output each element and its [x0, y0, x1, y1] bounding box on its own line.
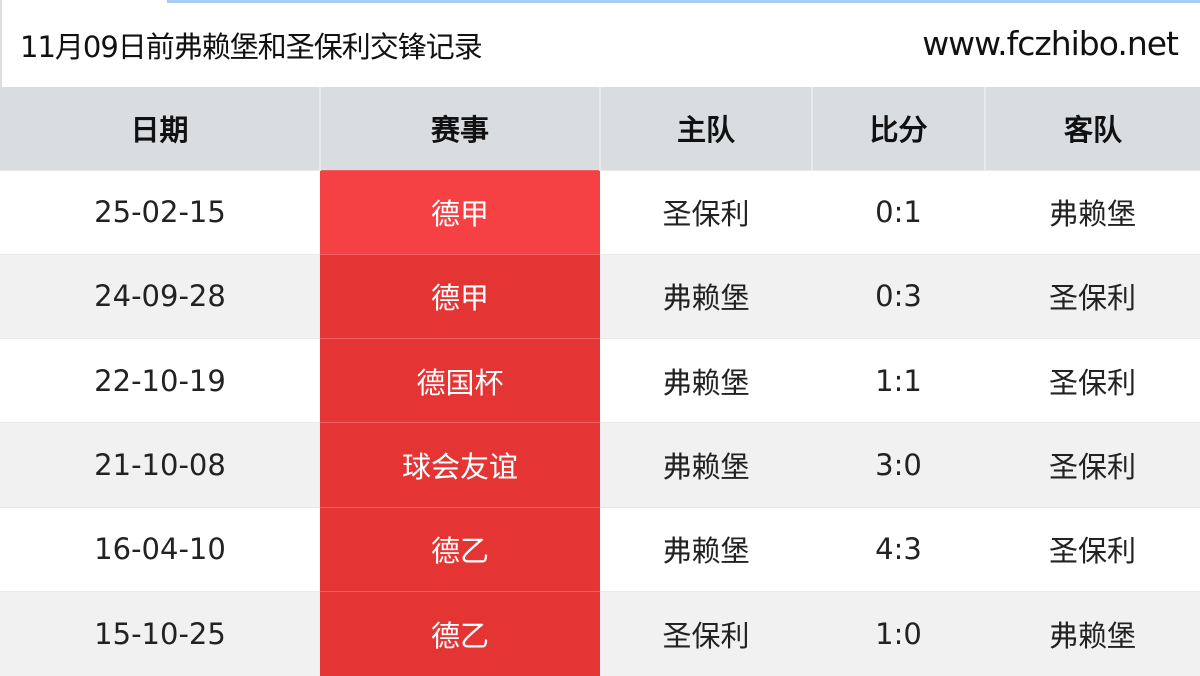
competition: 德乙	[320, 506, 600, 592]
competition: 德甲	[320, 169, 600, 255]
score: 1:0	[812, 590, 985, 676]
column-header-score: 比分	[811, 87, 985, 170]
column-header-away: 客队	[984, 87, 1200, 170]
table-row: 15-10-25 德乙 圣保利 1:0 弗赖堡	[0, 590, 1200, 676]
away-team: 圣保利	[985, 422, 1200, 508]
competition: 球会友谊	[320, 422, 600, 508]
away-team: 圣保利	[985, 253, 1200, 339]
table-row: 25-02-15 德甲 圣保利 0:1 弗赖堡	[0, 169, 1200, 255]
away-team: 弗赖堡	[985, 590, 1200, 676]
match-date: 24-09-28	[0, 253, 320, 339]
table-row: 24-09-28 德甲 弗赖堡 0:3 圣保利	[0, 253, 1200, 339]
competition: 德乙	[320, 590, 600, 676]
match-date: 25-02-15	[0, 169, 320, 255]
column-header-date: 日期	[0, 87, 320, 170]
score: 0:3	[812, 253, 985, 339]
home-team: 弗赖堡	[600, 253, 812, 339]
column-header-home: 主队	[599, 87, 812, 170]
home-team: 弗赖堡	[600, 422, 812, 508]
away-team: 圣保利	[985, 506, 1200, 592]
score: 0:1	[812, 169, 985, 255]
table-row: 22-10-19 德国杯 弗赖堡 1:1 圣保利	[0, 338, 1200, 423]
table-row: 21-10-08 球会友谊 弗赖堡 3:0 圣保利	[0, 422, 1200, 508]
home-team: 弗赖堡	[600, 338, 812, 423]
head-to-head-table: 日期 赛事 主队 比分 客队 25-02-15 德甲 圣保利 0:1 弗赖堡 24-09-…	[0, 87, 1200, 676]
match-date: 21-10-08	[0, 422, 320, 508]
competition: 德甲	[320, 253, 600, 339]
match-date: 15-10-25	[0, 590, 320, 676]
page-title: 11月09日前弗赖堡和圣保利交锋记录	[20, 30, 483, 64]
home-team: 圣保利	[600, 169, 812, 255]
away-team: 弗赖堡	[985, 169, 1200, 255]
score: 3:0	[812, 422, 985, 508]
score: 1:1	[812, 338, 985, 423]
column-header-competition: 赛事	[319, 87, 600, 170]
score: 4:3	[812, 506, 985, 592]
table-header: 日期 赛事 主队 比分 客队	[0, 87, 1200, 170]
table-row: 16-04-10 德乙 弗赖堡 4:3 圣保利	[0, 506, 1200, 592]
home-team: 圣保利	[600, 590, 812, 676]
match-date: 22-10-19	[0, 338, 320, 423]
match-date: 16-04-10	[0, 506, 320, 592]
title-bar: 11月09日前弗赖堡和圣保利交锋记录 www.fczhibo.net	[0, 0, 1200, 87]
competition: 德国杯	[320, 338, 600, 423]
home-team: 弗赖堡	[600, 506, 812, 592]
top-accent-line	[167, 0, 1200, 3]
site-url: www.fczhibo.net	[922, 24, 1179, 63]
away-team: 圣保利	[985, 338, 1200, 423]
